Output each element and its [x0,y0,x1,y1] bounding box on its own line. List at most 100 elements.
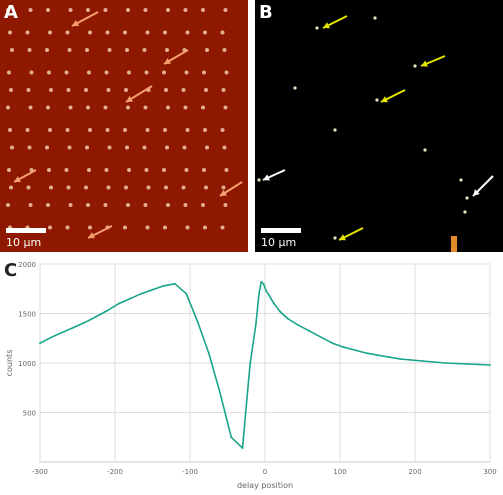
bright-dot [47,168,51,172]
bright-dot [104,168,109,172]
panel-a-scale-bar [6,228,46,233]
y-axis-label: counts [5,350,14,377]
data-point [255,322,257,325]
bright-dot [25,128,30,132]
arrow-icon [338,227,364,241]
bright-dot [143,8,148,12]
panel-c-letter: C [4,260,18,281]
bright-dot [48,128,52,132]
bright-dot [6,8,10,12]
bright-dot [9,88,13,92]
data-point [267,293,270,296]
data-point [376,354,379,356]
data-point [140,292,143,295]
bright-dot [66,185,71,190]
emitter-dot [315,26,319,30]
bright-dot [165,48,169,52]
panel-b-emitter-field [257,15,494,252]
panel-b-scale-label: 10 μm [261,236,297,249]
data-point [286,317,289,320]
x-tick-label: 200 [408,468,421,476]
data-point [262,282,265,285]
bright-dot [181,185,186,190]
bright-dot [164,185,168,190]
bright-dot [125,48,129,52]
bright-dot [182,145,187,150]
panel-a-letter: A [4,2,18,23]
arrow-icon [420,55,446,67]
bright-dot [10,48,14,52]
bright-dot [127,168,131,172]
arrow-icon [87,225,113,239]
data-point [455,362,458,365]
bright-dot [105,128,110,132]
bright-dot [126,105,130,110]
bright-dot [49,185,53,190]
bright-dot [104,70,109,75]
bright-dot [205,48,209,52]
data-point [72,326,75,329]
panel-a-dot-grid [6,8,243,239]
bright-dot [29,70,34,75]
bright-dot [142,48,147,52]
bright-dot [68,203,73,207]
data-point [399,358,401,360]
bright-dot [201,203,205,207]
bright-dot [183,203,188,207]
bright-dot [103,8,108,12]
bright-dot [183,8,188,12]
emitter-dot [375,98,379,102]
bright-dot [86,8,90,12]
bright-dot [166,8,170,12]
bright-dot [6,105,10,110]
data-point [162,284,165,287]
data-point [387,356,390,358]
bright-dot [145,30,150,35]
bright-dot [203,225,207,230]
y-tick-label: 500 [23,410,36,418]
bright-dot [66,88,71,92]
bright-dot [162,168,166,172]
bright-dot [221,88,226,92]
arrow-icon [125,85,153,103]
bright-dot [143,203,148,207]
bright-dot [88,225,92,230]
bright-dot [202,168,206,172]
bright-dot [221,185,226,190]
bright-dot [223,8,228,12]
bright-dot [67,48,72,52]
data-point [265,290,268,293]
bright-dot [222,145,227,150]
data-point [50,336,53,339]
data-point [84,321,86,324]
data-point [39,342,41,345]
bright-dot [106,185,111,190]
bright-dot [86,203,90,207]
bright-dot [105,30,110,35]
bright-dot [185,30,190,35]
y-tick-label: 2000 [18,261,36,269]
bright-dot [145,128,150,132]
bright-dot [204,88,208,92]
data-point [151,288,154,291]
data-point [258,292,260,295]
bright-dot [85,48,89,52]
bright-dot [201,8,205,12]
bright-dot [45,48,49,52]
bright-dot [143,105,148,110]
bright-dot [26,185,31,190]
bright-dot [164,88,168,92]
bright-dot [163,225,167,230]
bright-dot [123,30,127,35]
data-point [320,336,323,339]
data-point [196,320,199,323]
bright-dot [84,185,88,190]
bright-dot [49,88,53,92]
bright-dot [47,70,51,75]
bright-dot [107,145,112,150]
data-point [297,324,300,327]
bright-dot [64,70,69,75]
arrow-icon [13,169,37,183]
emitter-dot [463,210,467,214]
x-axis-label: delay position [237,481,293,490]
